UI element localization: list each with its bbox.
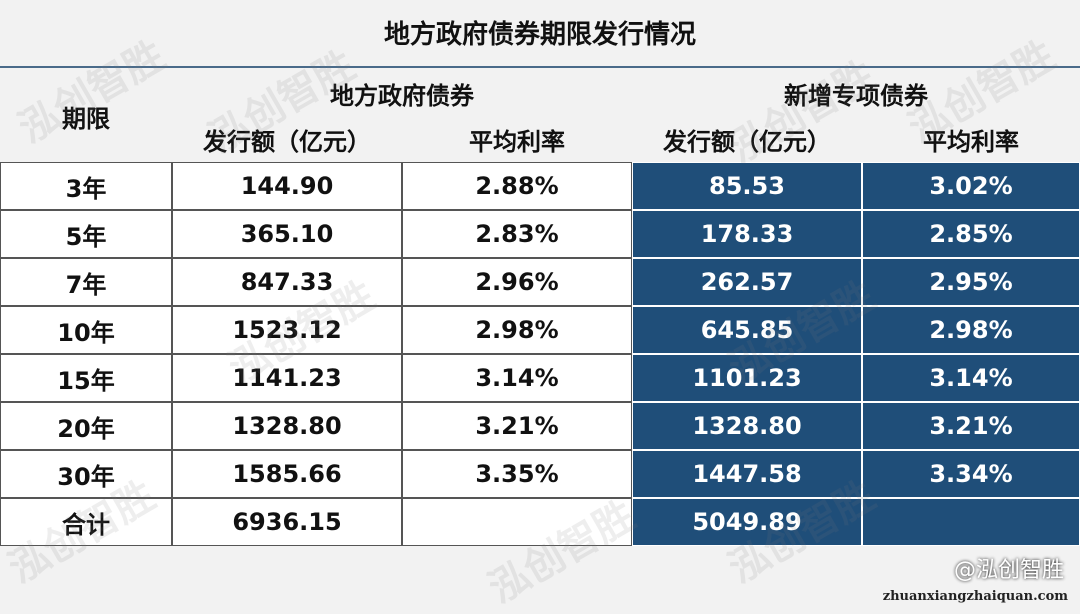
row-label: 10年 [0,306,172,354]
table-cell: 365.10 [172,210,402,258]
brand: @泓创智胜 [953,558,1064,583]
table-cell: 847.33 [172,258,402,306]
table-cell: 85.53 [632,162,862,210]
row-label: 30年 [0,450,172,498]
table-cell: 178.33 [632,210,862,258]
table-cell: 3.02% [862,162,1080,210]
table-cell: 3.34% [862,450,1080,498]
table-cell: 3.35% [402,450,632,498]
table-cell [862,498,1080,546]
header-group: 新增专项债券 [632,70,1080,117]
header-cell: 平均利率 [402,117,632,162]
table-cell: 2.85% [862,210,1080,258]
table-cell: 3.14% [402,354,632,402]
table-cell: 3.14% [862,354,1080,402]
table-cell: 6936.15 [172,498,402,546]
table-cell: 1447.58 [632,450,862,498]
table-cell: 2.88% [402,162,632,210]
table-cell: 1585.66 [172,450,402,498]
row-label: 15年 [0,354,172,402]
table-cell: 1523.12 [172,306,402,354]
table-cell: 5049.89 [632,498,862,546]
table-cell [402,498,632,546]
header-group: 地方政府债券 [172,70,632,117]
table-cell: 1101.23 [632,354,862,402]
title: 地方政府债券期限发行情况 [383,20,696,50]
header-cell: 发行额（亿元） [172,117,402,162]
header-cell: 期限 [0,70,172,162]
row-label: 合计 [0,498,172,546]
site: zhuanxiangzhaiquan.com [882,589,1068,604]
table-cell: 1328.80 [632,402,862,450]
table-cell: 262.57 [632,258,862,306]
header-cell: 平均利率 [862,117,1080,162]
table-cell: 3.21% [862,402,1080,450]
table-cell: 144.90 [172,162,402,210]
table-cell: 645.85 [632,306,862,354]
row-label: 7年 [0,258,172,306]
row-label: 5年 [0,210,172,258]
table-cell: 2.95% [862,258,1080,306]
table-cell: 2.98% [402,306,632,354]
table-cell: 1328.80 [172,402,402,450]
row-label: 20年 [0,402,172,450]
header-rule [0,66,1080,68]
table-cell: 2.83% [402,210,632,258]
row-label: 3年 [0,162,172,210]
table-cell: 3.21% [402,402,632,450]
table-cell: 2.96% [402,258,632,306]
table-cell: 2.98% [862,306,1080,354]
header-cell: 发行额（亿元） [632,117,862,162]
table-cell: 1141.23 [172,354,402,402]
